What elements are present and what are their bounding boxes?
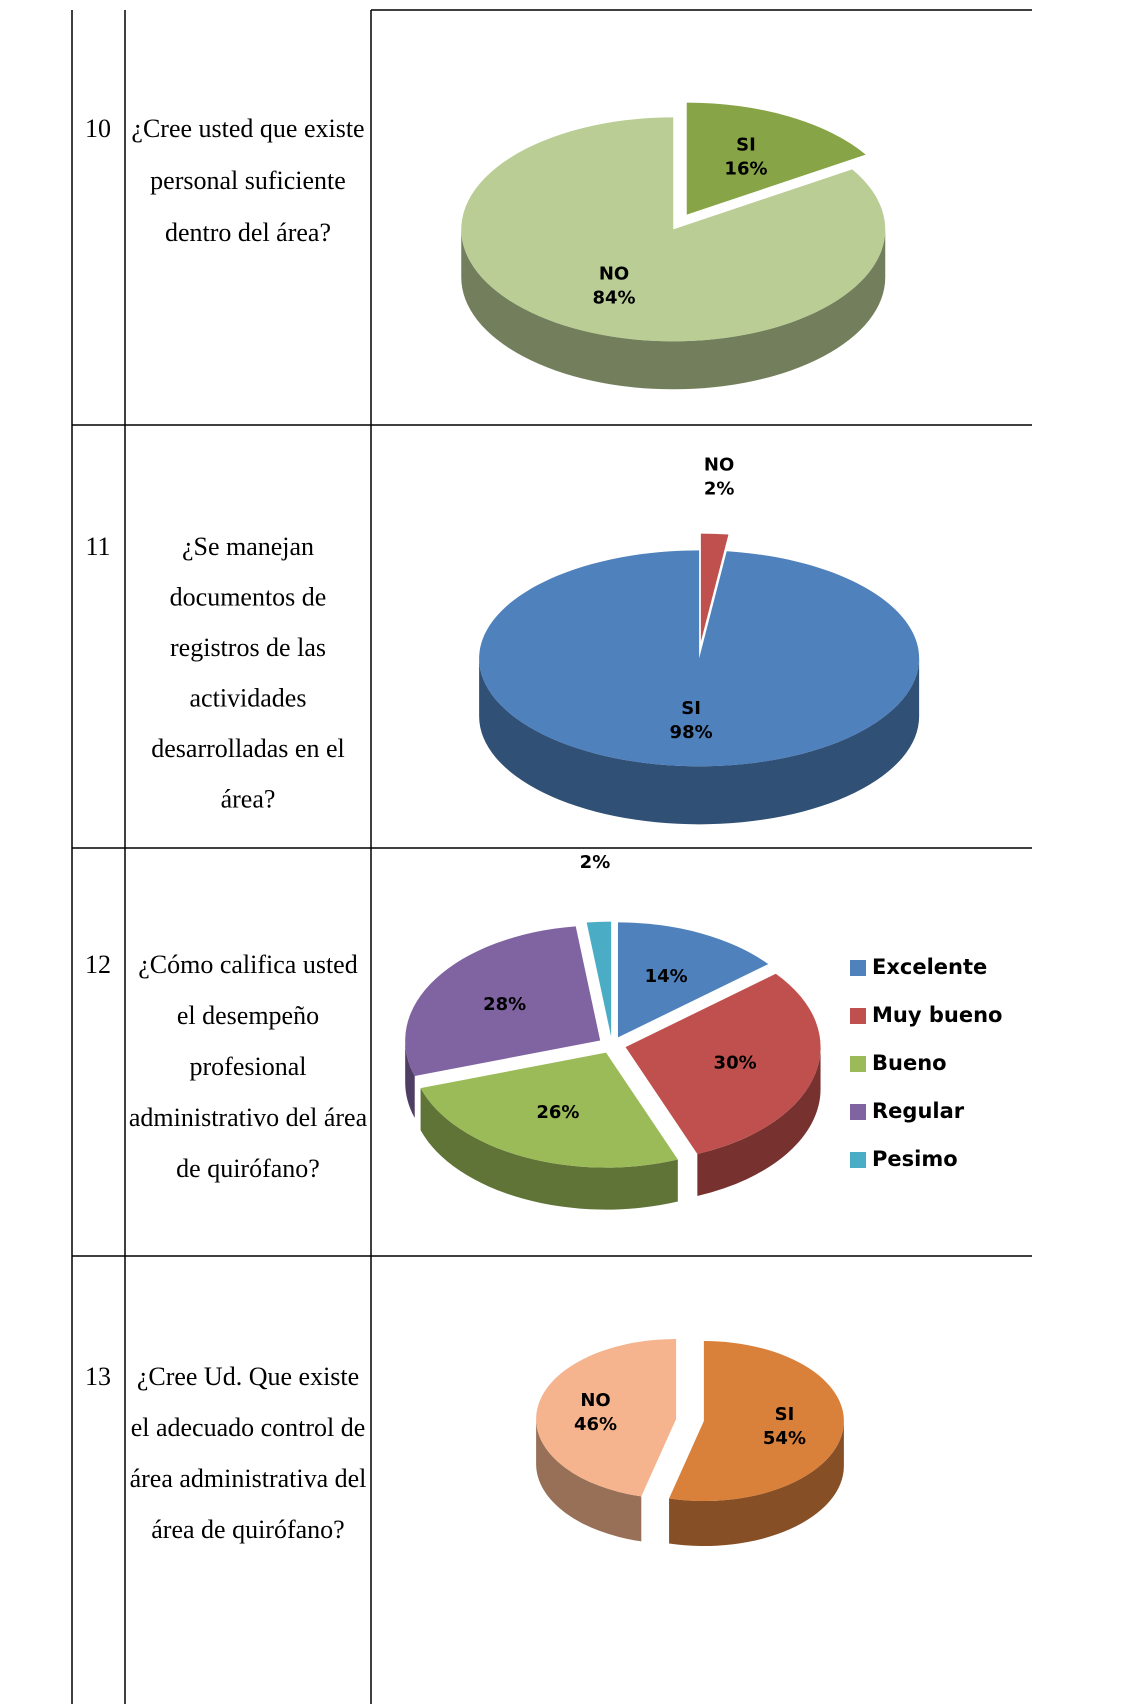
pie-side (461, 229, 886, 390)
pie-slice (479, 550, 920, 767)
question-line: ¿Cree usted que existe (131, 114, 364, 143)
question-line: administrativo del área (129, 1103, 368, 1132)
pie-slice (586, 921, 612, 1037)
question-line: desarrolladas en el (151, 734, 344, 763)
data-label: 2% (704, 478, 735, 499)
pie-slice (617, 922, 769, 1038)
row-number: 12 (85, 950, 111, 979)
pie-slice (461, 117, 886, 342)
legend-label: Regular (872, 1099, 965, 1123)
table-grid (71, 9, 1032, 1704)
data-label: 16% (724, 159, 767, 180)
question-line: el desempeño (177, 1001, 319, 1030)
data-label: 46% (574, 1414, 617, 1435)
pie-slice (700, 533, 729, 642)
row-number: 13 (85, 1362, 111, 1391)
pie-slice (669, 1341, 844, 1502)
pie-side (405, 1040, 415, 1119)
data-label-category: NO (704, 454, 734, 475)
question-line: ¿Se manejan (182, 532, 314, 561)
data-label: 54% (763, 1428, 806, 1449)
data-label: 28% (483, 994, 526, 1015)
legend-label: Bueno (872, 1051, 947, 1075)
legend-swatch (850, 1152, 866, 1168)
pie-side (697, 1047, 821, 1197)
question-line: documentos de (170, 582, 327, 611)
question-line: actividades (190, 683, 307, 712)
question-line: personal suficiente (150, 166, 346, 195)
question-line: registros de las (170, 633, 326, 662)
legend-swatch (850, 1104, 866, 1120)
data-label-category: NO (580, 1390, 610, 1411)
row-number: 10 (85, 114, 111, 143)
row-number: 11 (85, 532, 110, 561)
pie-slice (405, 926, 601, 1077)
data-label-category: SI (681, 698, 701, 719)
pie-slice (625, 973, 821, 1155)
pie-side (420, 1088, 678, 1210)
pie-side (536, 1418, 642, 1542)
data-label: 14% (645, 966, 688, 987)
pie-slice (420, 1052, 678, 1168)
legend-label: Excelente (872, 955, 987, 979)
pie-side (669, 1421, 844, 1547)
question-line: área? (221, 784, 276, 813)
data-label-category: NO (599, 263, 629, 284)
question-line: el adecuado control de (131, 1413, 366, 1442)
legend-label: Muy bueno (872, 1003, 1002, 1027)
question-line: dentro del área? (165, 218, 331, 247)
question-line: de quirófano? (176, 1154, 320, 1183)
data-label: 84% (592, 287, 635, 308)
legend-label: Pesimo (872, 1147, 958, 1171)
data-label: 26% (536, 1102, 579, 1123)
question-line: área de quirófano? (151, 1515, 344, 1544)
legend-swatch (850, 1008, 866, 1024)
data-label-category: SI (775, 1404, 795, 1425)
pie-slice (536, 1338, 677, 1497)
data-label-category: SI (736, 135, 756, 156)
pie-slice (686, 102, 866, 215)
pie-side (479, 658, 920, 825)
question-line: ¿Cree Ud. Que existe (137, 1362, 359, 1391)
question-line: profesional (190, 1052, 307, 1081)
data-label: 98% (670, 722, 713, 743)
legend-swatch (850, 1056, 866, 1072)
question-line: ¿Cómo califica usted (138, 950, 357, 979)
data-label: 30% (714, 1053, 757, 1074)
data-label: 2% (580, 852, 611, 873)
question-line: área administrativa del (130, 1464, 367, 1493)
legend-swatch (850, 960, 866, 976)
